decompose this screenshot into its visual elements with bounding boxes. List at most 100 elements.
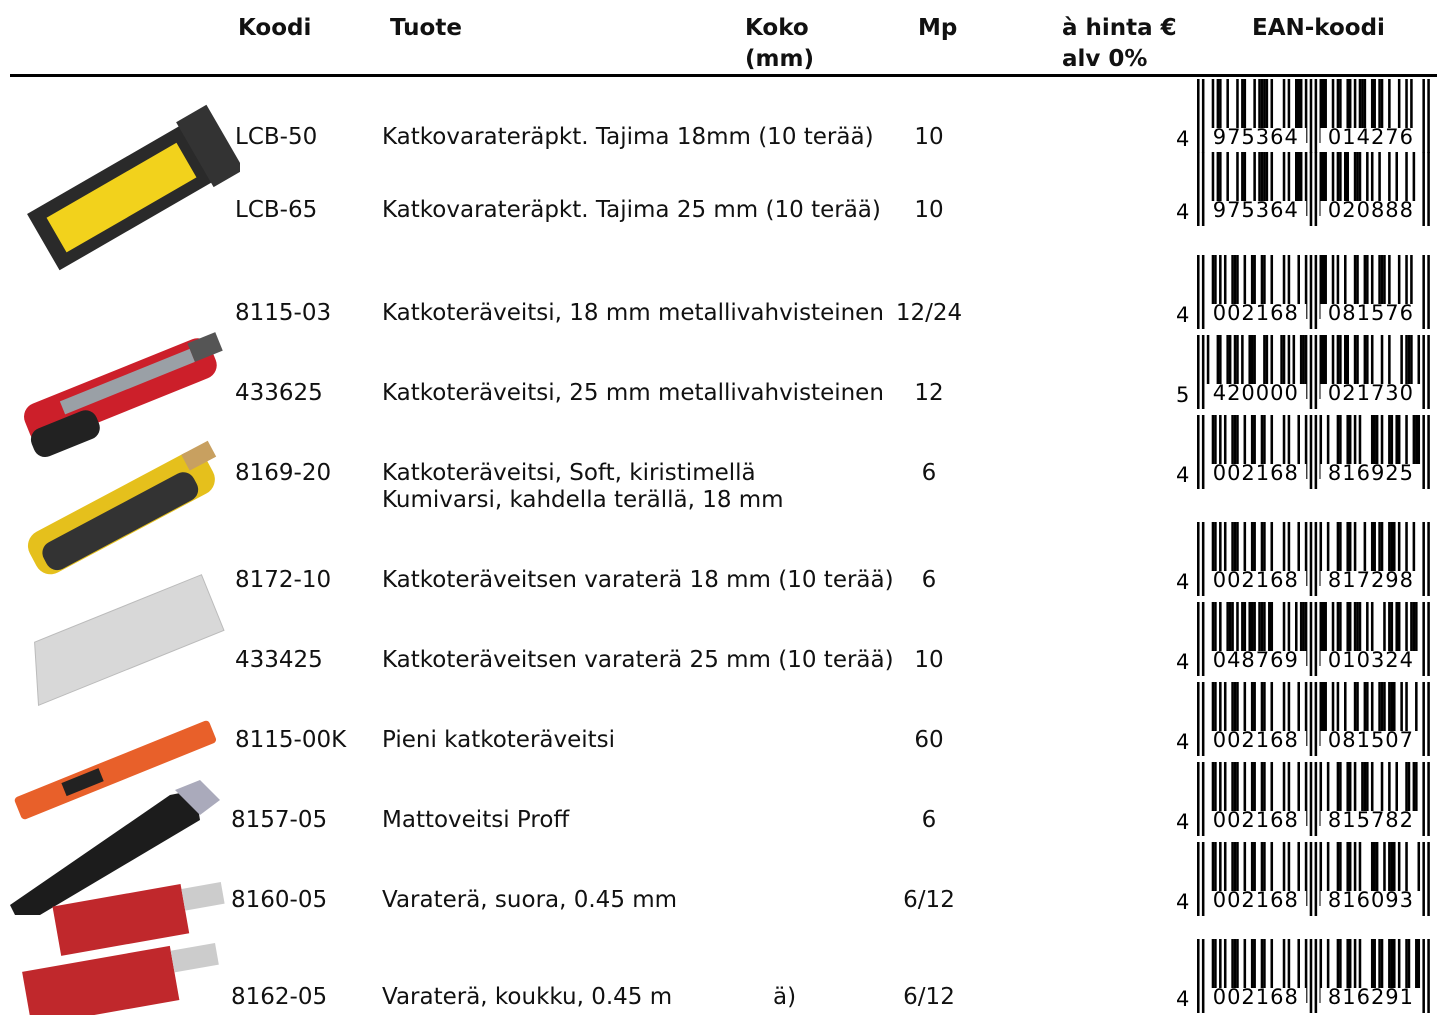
barcode-bar (1405, 602, 1408, 666)
barcode-bar (1427, 682, 1430, 756)
barcode-bar (1388, 602, 1391, 666)
product: Katkovarateräpkt. Tajima 18mm (10 terää) (382, 124, 874, 150)
barcode-bar (1353, 335, 1357, 399)
barcode-bar (1412, 762, 1416, 826)
barcode-bar (1415, 762, 1418, 826)
barcode-bar (1287, 602, 1291, 666)
code: LCB-50 (235, 124, 318, 150)
barcode-bar (1373, 415, 1376, 479)
barcode-bar (1388, 415, 1391, 479)
barcode-bar (1250, 602, 1254, 666)
barcode-bar (1314, 762, 1318, 836)
code: 8172-10 (235, 567, 332, 593)
barcode-bar (1236, 79, 1239, 143)
barcode-bar (1346, 602, 1349, 666)
barcode-bar (1319, 682, 1323, 746)
barcode-bar (1201, 415, 1205, 489)
barcode-bar (1226, 152, 1229, 216)
barcode-bar (1223, 522, 1227, 586)
barcode-bar (1390, 602, 1394, 666)
barcode-bar (1353, 255, 1357, 319)
barcode-bar (1395, 152, 1398, 216)
barcode-bar (1353, 79, 1357, 143)
barcode-bar (1390, 939, 1394, 1003)
ean-right: 816291 (1328, 985, 1414, 1009)
barcode-bar (1395, 415, 1398, 479)
barcode-bar (1356, 602, 1359, 666)
barcode-bar (1219, 682, 1222, 746)
barcode-bar (1216, 335, 1220, 399)
barcode-bar (1282, 335, 1286, 399)
barcode-bar (1331, 79, 1335, 143)
barcode: 5 420000 021730 (1176, 335, 1430, 409)
barcode-bar (1231, 762, 1234, 826)
barcode-bar (1309, 415, 1313, 489)
barcode-bar (1353, 522, 1357, 586)
barcode: 4 002168 815782 (1176, 762, 1430, 836)
barcode-bar (1373, 79, 1376, 143)
product: Varaterä, koukku, 0.45 m (382, 984, 673, 1010)
barcode-bar (1395, 762, 1398, 826)
barcode-bar (1304, 842, 1308, 906)
ean-right: 816093 (1328, 888, 1414, 912)
barcode-bar (1250, 522, 1254, 586)
barcode-bar (1197, 682, 1200, 756)
ean-lead: 4 (1176, 730, 1190, 754)
header-size-unit: (mm) (745, 46, 814, 72)
barcode-bar (1393, 842, 1396, 906)
barcode-bar (1344, 152, 1347, 216)
digit-bg (1320, 891, 1422, 909)
barcode-bar (1380, 522, 1384, 586)
barcode-bar (1339, 939, 1342, 1003)
code: 433425 (235, 647, 323, 673)
digit-bg (1320, 201, 1422, 219)
barcode-bar (1211, 152, 1215, 216)
barcode-bar (1304, 415, 1308, 479)
barcode-bar (1253, 79, 1256, 143)
barcode-bar (1321, 602, 1325, 666)
barcode-bar (1309, 762, 1313, 836)
mp: 12 (914, 380, 944, 406)
digit-bg (1320, 651, 1422, 669)
barcode-bar (1287, 762, 1291, 826)
barcode-bar (1422, 415, 1425, 489)
barcode-bar (1211, 842, 1215, 906)
barcode-bar (1260, 682, 1264, 746)
barcode-bar (1363, 79, 1367, 143)
blade-box-image (52, 881, 225, 956)
barcode-bar (1422, 939, 1425, 1013)
barcode-bar (1248, 602, 1251, 666)
barcode-bar (1397, 602, 1401, 666)
barcode-bar (1321, 335, 1325, 399)
barcode-bar (1378, 255, 1381, 319)
barcode-bar (1353, 762, 1357, 826)
barcode-bar (1339, 335, 1342, 399)
barcode-bar (1263, 152, 1266, 216)
barcode-bar (1400, 335, 1403, 399)
barcode-bar (1422, 682, 1425, 756)
barcode-bar (1375, 415, 1379, 479)
barcode-bar (1260, 522, 1264, 586)
barcode-bar (1236, 762, 1239, 826)
barcode-bar (1339, 152, 1342, 216)
barcode-bar (1248, 335, 1251, 399)
barcode-bar (1336, 522, 1340, 586)
barcode-bar (1331, 152, 1335, 216)
barcode-bar (1380, 415, 1384, 479)
barcode-bar (1243, 415, 1247, 479)
barcode-bar (1393, 522, 1396, 586)
barcode-bar (1297, 682, 1300, 746)
barcode-bar (1388, 335, 1391, 399)
barcode-bar (1410, 335, 1413, 399)
barcode-bar (1302, 335, 1305, 399)
barcode-bar (1282, 152, 1286, 216)
barcode-bar (1214, 682, 1217, 746)
barcode-bar (1378, 79, 1381, 143)
barcode-bar (1378, 152, 1381, 216)
barcode-bar (1388, 762, 1391, 826)
ean-right: 014276 (1328, 125, 1414, 149)
barcode-bar (1263, 602, 1266, 666)
barcode-bar (1405, 255, 1408, 319)
barcode-bar (1417, 842, 1421, 906)
product: Katkoteräveitsi, 25 mm metallivahvistein… (382, 380, 884, 406)
